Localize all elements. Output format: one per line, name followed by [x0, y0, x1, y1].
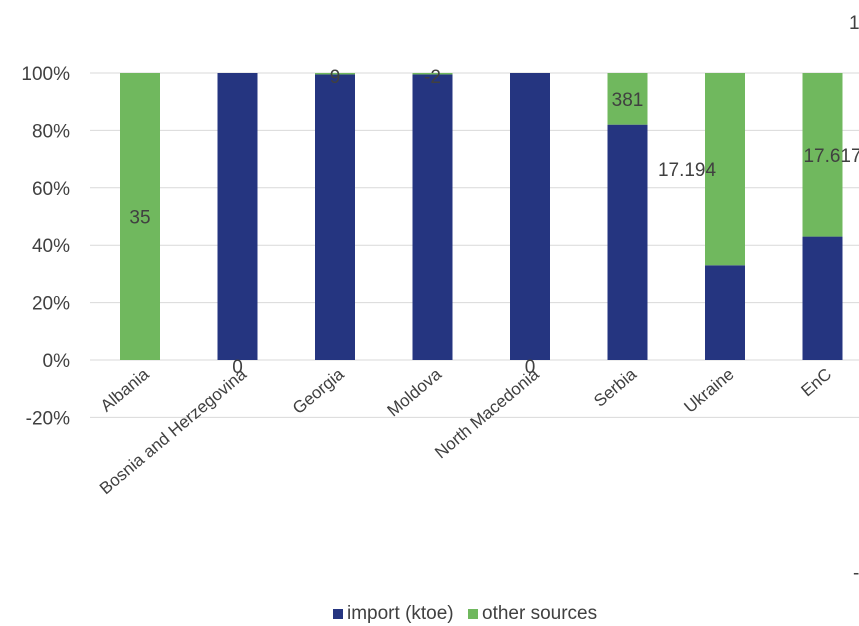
category-label: Albania	[97, 364, 153, 415]
bar-segment	[802, 73, 843, 237]
bar-segment	[315, 73, 355, 75]
data-label: 0	[525, 357, 536, 378]
bar-segment	[607, 73, 648, 125]
legend-swatch-other-sources	[468, 609, 478, 619]
data-label: 17.194	[658, 160, 717, 181]
secondary-axis-bottom-mark: -	[853, 563, 859, 584]
bar-segment	[217, 73, 258, 360]
y-tick-label: 0%	[43, 351, 71, 372]
category-label: Georgia	[289, 364, 348, 418]
legend: import (ktoe) other sources	[333, 603, 597, 624]
category-label: Ukraine	[680, 365, 737, 417]
bar-segment	[120, 73, 160, 360]
bars	[120, 73, 843, 360]
bar-segment	[510, 73, 550, 360]
category-label: EnC	[798, 365, 836, 401]
bar-segment	[412, 74, 453, 360]
data-label: 9	[330, 67, 341, 88]
bar-segment	[705, 265, 745, 360]
category-label: Serbia	[590, 364, 640, 410]
bar-segment	[705, 73, 745, 266]
data-label: -2	[424, 67, 441, 88]
secondary-axis-top-mark: 1	[849, 13, 859, 34]
y-tick-label: -20%	[26, 408, 70, 429]
y-axis-ticks: -20% 0% 20% 40% 60% 80% 100%	[21, 64, 70, 429]
bar-segment	[412, 73, 453, 75]
data-label: 17.617	[803, 146, 859, 167]
y-tick-label: 100%	[21, 64, 70, 85]
legend-label-import: import (ktoe)	[347, 603, 454, 624]
y-tick-label: 80%	[32, 121, 70, 142]
legend-label-other-sources: other sources	[482, 603, 597, 624]
category-label: Moldova	[384, 364, 446, 420]
legend-swatch-import	[333, 609, 343, 619]
data-label: 381	[612, 90, 644, 111]
category-label: North Macedonia	[431, 364, 543, 462]
data-label: 35	[129, 208, 150, 229]
y-tick-label: 20%	[32, 294, 70, 315]
y-tick-label: 60%	[32, 179, 70, 200]
data-label: 0	[232, 357, 243, 378]
y-tick-label: 40%	[32, 236, 70, 257]
bar-segment	[315, 74, 355, 360]
data-labels: 35 0 9 -2 0 381 17.194 17.617	[129, 67, 859, 378]
bar-segment	[802, 236, 843, 360]
bar-segment	[607, 124, 648, 360]
